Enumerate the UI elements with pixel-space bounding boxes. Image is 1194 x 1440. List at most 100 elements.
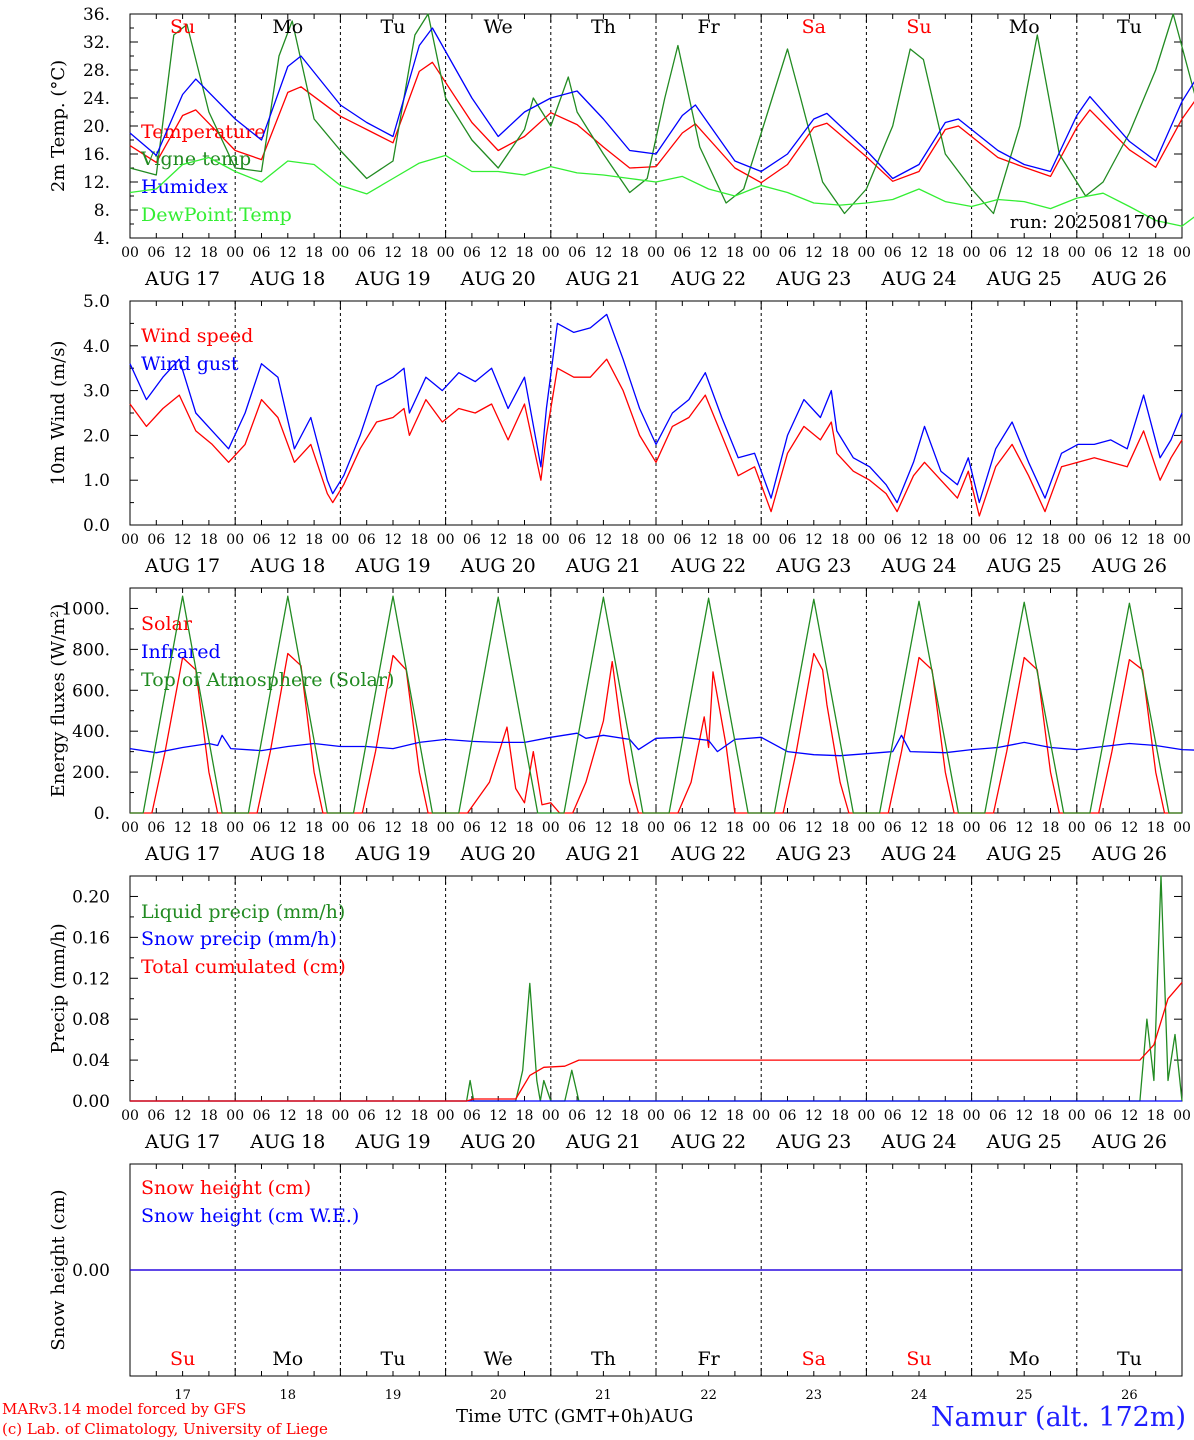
hour-tick-label: 06: [358, 245, 376, 261]
hour-tick-label: 12: [910, 1108, 928, 1124]
hour-tick-label: 06: [779, 820, 797, 836]
date-label: AUG 18: [249, 1131, 325, 1153]
weekday-label-top: We: [484, 16, 513, 38]
hour-tick-label: 06: [1094, 532, 1112, 548]
x-axis-label: Time UTC (GMT+0h)AUG: [456, 1406, 693, 1427]
y-tick-label: 0.12: [72, 969, 110, 989]
hour-tick-label: 12: [384, 1108, 402, 1124]
legend-entry: Total cumulated (cm): [141, 956, 346, 978]
hour-tick-label: 00: [1068, 1108, 1086, 1124]
hour-tick-label: 06: [147, 245, 165, 261]
date-label: AUG 19: [354, 1131, 430, 1153]
hour-tick-label: 06: [884, 245, 902, 261]
y-axis-label: Precip (mm/h): [48, 923, 69, 1053]
hour-tick-label: 12: [805, 532, 823, 548]
hour-tick-label: 18: [516, 245, 534, 261]
hour-tick-label: 00: [1068, 245, 1086, 261]
hour-tick-label: 06: [358, 1108, 376, 1124]
hour-tick-label: 06: [568, 820, 586, 836]
hour-tick-label: 18: [305, 1108, 323, 1124]
day-number: 25: [1016, 1388, 1033, 1400]
day-number: 24: [911, 1388, 928, 1400]
hour-tick-label: 06: [884, 1108, 902, 1124]
weekday-label-bottom: Su: [170, 1348, 195, 1370]
legend-entry: Snow height (cm): [141, 1177, 311, 1199]
hour-tick-label: 00: [437, 820, 455, 836]
hour-tick-label: 18: [726, 1108, 744, 1124]
hour-tick-label: 18: [1147, 532, 1165, 548]
date-label: AUG 20: [460, 843, 536, 865]
hour-tick-label: 12: [279, 532, 297, 548]
hour-tick-label: 00: [542, 820, 560, 836]
hour-tick-label: 06: [253, 820, 271, 836]
weekday-label-bottom: Su: [906, 1348, 931, 1370]
hour-tick-label: 06: [568, 1108, 586, 1124]
y-tick-label: 5.0: [83, 292, 110, 312]
hour-tick-label: 12: [1015, 245, 1033, 261]
hour-tick-label: 06: [779, 532, 797, 548]
hour-tick-label: 18: [831, 820, 849, 836]
date-label: AUG 24: [880, 555, 956, 577]
hour-tick-label: 00: [752, 245, 770, 261]
y-tick-label: 8.: [94, 201, 110, 221]
credit-model: MARv3.14 model forced by GFS: [2, 1400, 247, 1418]
date-label: AUG 22: [670, 268, 746, 290]
hour-tick-label: 00: [542, 245, 560, 261]
hour-tick-label: 18: [936, 1108, 954, 1124]
y-tick-label: 12.: [83, 173, 110, 193]
hour-tick-label: 00: [647, 820, 665, 836]
hour-tick-label: 12: [174, 532, 192, 548]
hour-tick-label: 06: [779, 1108, 797, 1124]
plot-frame: [129, 300, 1183, 526]
hour-tick-label: 06: [673, 1108, 691, 1124]
x-axis-title: Time UTC (GMT+0h): [456, 1406, 651, 1427]
hour-tick-label: 12: [489, 820, 507, 836]
date-label: AUG 25: [986, 843, 1062, 865]
weekday-label-top: Sa: [802, 16, 826, 38]
hour-tick-label: 00: [1173, 820, 1191, 836]
hour-tick-label: 18: [1042, 1108, 1060, 1124]
legend-entry: Vigne temp: [140, 148, 251, 170]
date-label: AUG 20: [460, 268, 536, 290]
date-label: AUG 19: [354, 843, 430, 865]
y-axis-label: Energy fluxes (W/m²): [48, 604, 69, 798]
date-label: AUG 23: [775, 843, 851, 865]
hour-tick-label: 18: [200, 1108, 218, 1124]
hour-tick-label: 18: [1147, 245, 1165, 261]
y-tick-label: 3.0: [83, 382, 110, 402]
y-axis-label: 2m Temp. (°C): [48, 60, 69, 192]
weekday-label-bottom: Tu: [381, 1348, 406, 1370]
hour-tick-label: 12: [700, 245, 718, 261]
y-tick-label: 2.0: [83, 426, 110, 446]
series-line-temp-2: [129, 27, 1194, 180]
hour-tick-label: 18: [1042, 532, 1060, 548]
hour-tick-label: 18: [410, 532, 428, 548]
hour-tick-label: 12: [1015, 1108, 1033, 1124]
legend-entry: Snow height (cm W.E.): [141, 1205, 359, 1227]
hour-tick-label: 06: [989, 532, 1007, 548]
weekday-label-top: Mo: [1009, 16, 1040, 38]
y-axis-label: 10m Wind (m/s): [48, 341, 69, 486]
date-label: AUG 21: [565, 555, 641, 577]
y-tick-label: 1000.: [61, 599, 110, 619]
hour-tick-label: 00: [752, 1108, 770, 1124]
series-line-precip-2: [130, 981, 1183, 1102]
series-line-wind-0: [129, 358, 1183, 517]
hour-tick-label: 18: [936, 820, 954, 836]
legend-entry: Solar: [141, 613, 193, 635]
hour-tick-label: 12: [910, 532, 928, 548]
hour-tick-label: 18: [936, 532, 954, 548]
hour-tick-label: 06: [1094, 1108, 1112, 1124]
hour-tick-label: 06: [989, 245, 1007, 261]
hour-tick-label: 12: [1120, 1108, 1138, 1124]
hour-tick-label: 12: [594, 532, 612, 548]
panel-temp: 4. 8. 12. 16. 20. 24. 28. 32. 36. 2m Temp. (°C) Te…: [48, 5, 1194, 290]
date-label: AUG 21: [565, 843, 641, 865]
weekday-label-bottom: Tu: [1117, 1348, 1142, 1370]
hour-tick-label: 18: [305, 245, 323, 261]
series-line-wind-1: [129, 313, 1183, 504]
hour-tick-label: 12: [594, 820, 612, 836]
weekday-label-top: Su: [906, 16, 931, 38]
